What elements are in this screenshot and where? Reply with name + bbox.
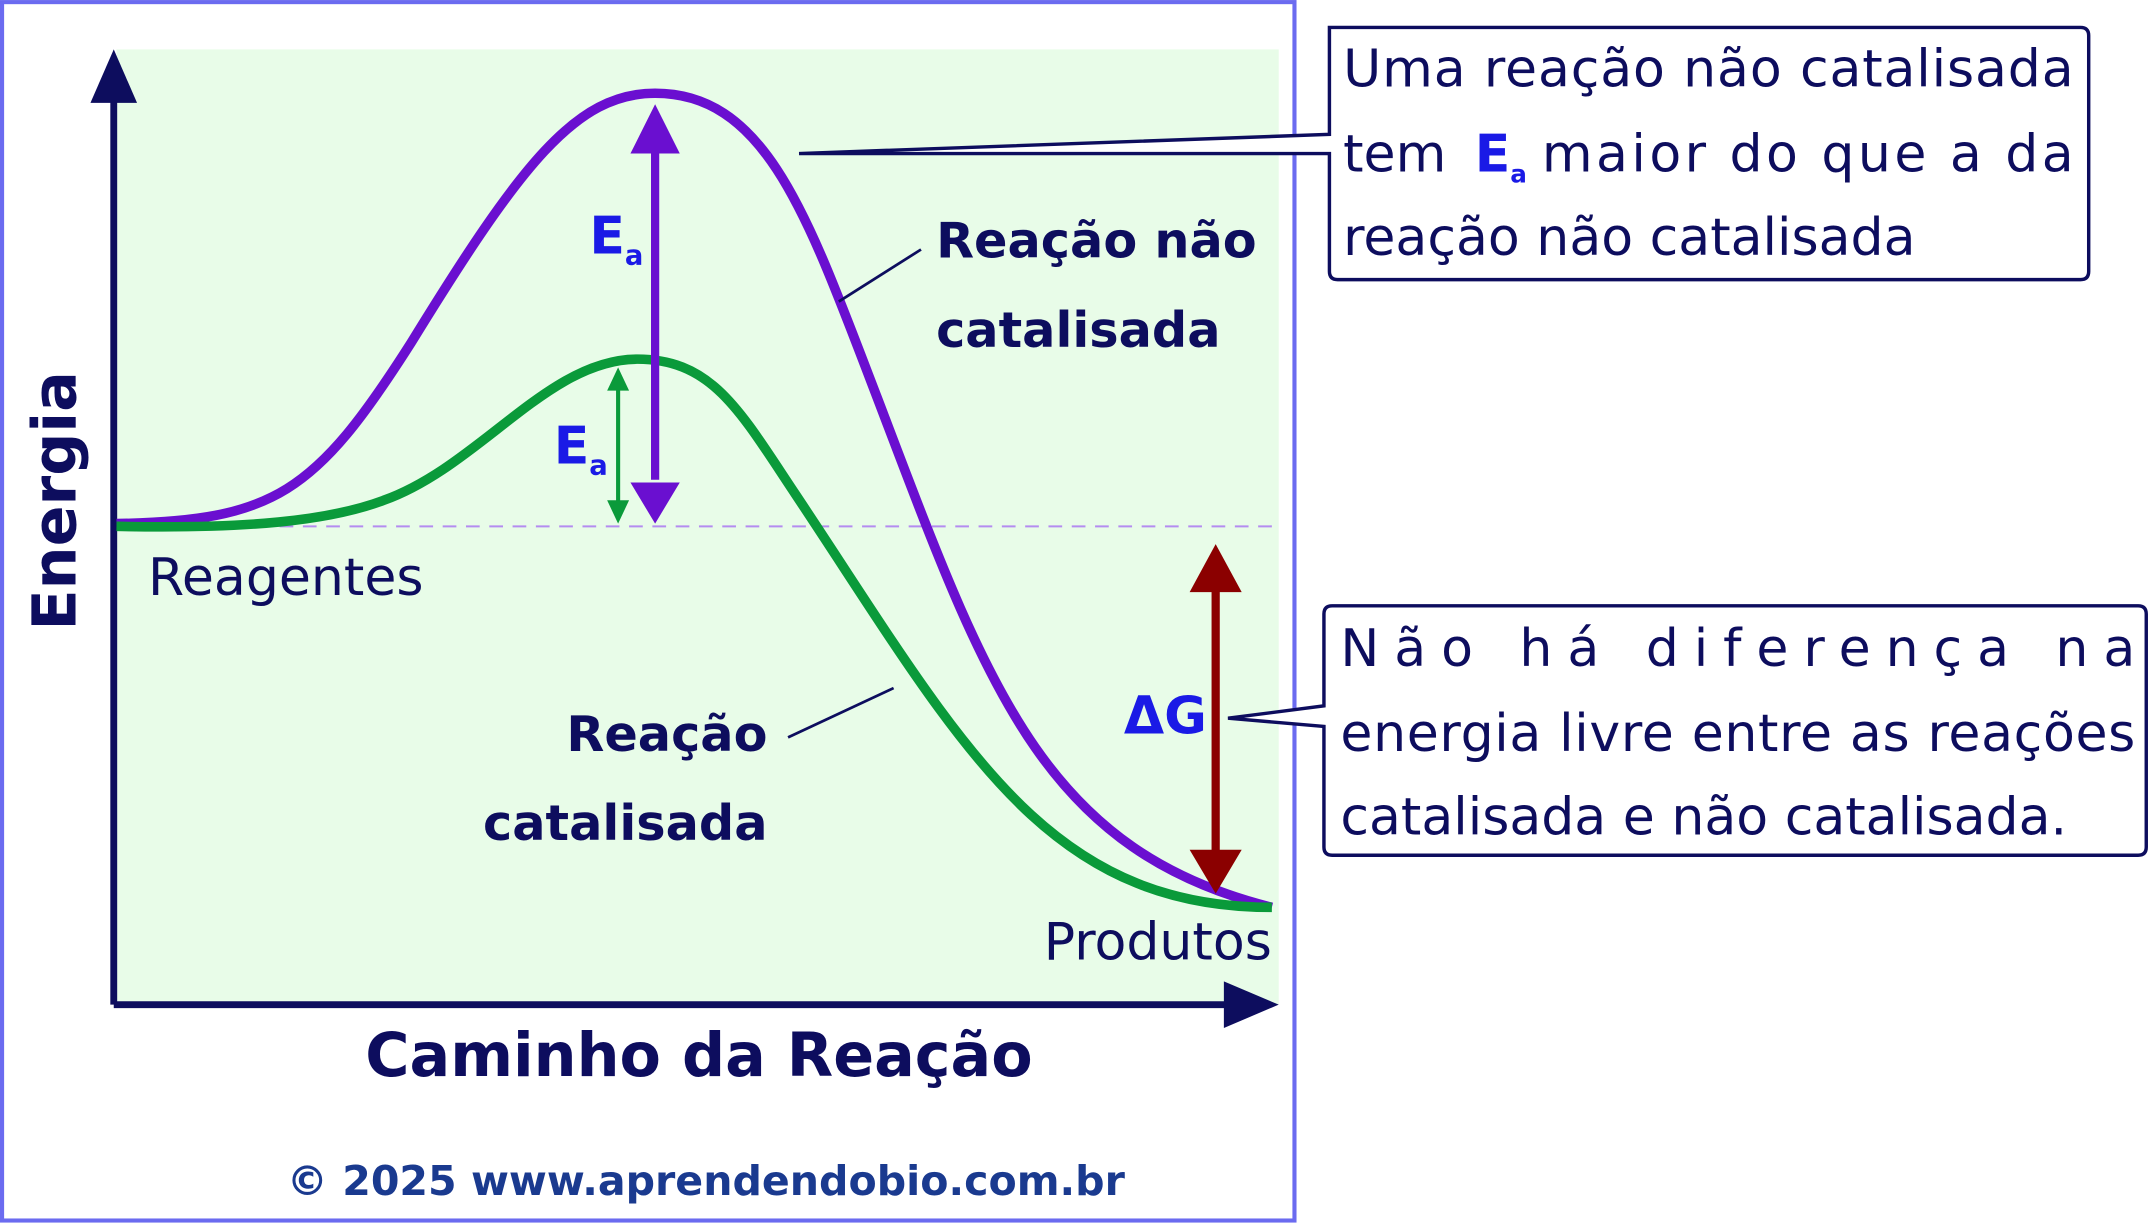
leader-line (787, 686, 895, 739)
uncatalyzed-label: catalisada (936, 301, 1220, 359)
callout-word: tem (1343, 124, 1446, 184)
x-axis-arrow (1223, 981, 1279, 1028)
catalyzed-label: catalisada (483, 794, 767, 852)
reagentes-label: Reagentes (148, 548, 423, 608)
uncatalyzed-label: Reação não (936, 212, 1257, 270)
delta-g-label: ΔG (1124, 686, 1207, 746)
produtos-label: Produtos (1044, 912, 1272, 972)
catalyzed-curve (116, 354, 1272, 913)
ea-main: E (589, 207, 625, 267)
x-axis-label: Caminho da Reação (365, 1021, 1032, 1091)
ea-sub: a (589, 450, 608, 481)
footer: © 2025 www.aprendendobio.com.br (287, 1157, 1126, 1205)
callout-text: Uma reação não catalisada (1343, 39, 2073, 99)
callout-text: catalisada e não catalisada. (1340, 788, 2067, 848)
callout-box (798, 25, 2091, 282)
ea-sub: a (1510, 159, 1527, 188)
ea-label: Ea (554, 416, 608, 481)
callout-text: Não há diferença na (1340, 619, 2135, 679)
callout-text: reação não catalisada (1343, 208, 1915, 268)
ea-uncatalyzed-arrow (630, 104, 680, 524)
uncatalyzed-curve (116, 88, 1274, 913)
y-axis-arrow (90, 49, 138, 103)
y-axis-label: Energia (20, 371, 90, 630)
ea-main: E (554, 416, 590, 476)
callout-word: maior do que a da (1542, 124, 2074, 184)
leader-line (838, 248, 922, 303)
catalyzed-label: Reação (566, 705, 767, 763)
ea-catalyzed-arrow (607, 367, 630, 524)
callout-text: tem Ea maior do que a da (1343, 124, 2073, 188)
ea-label: Ea (589, 207, 643, 272)
ea-main: E (1475, 124, 1511, 184)
callout-box (1227, 604, 2148, 857)
delta-g-arrow (1189, 544, 1242, 894)
ea-sub: a (625, 241, 644, 272)
callout-text: energia livre entre as reações (1340, 704, 2135, 764)
